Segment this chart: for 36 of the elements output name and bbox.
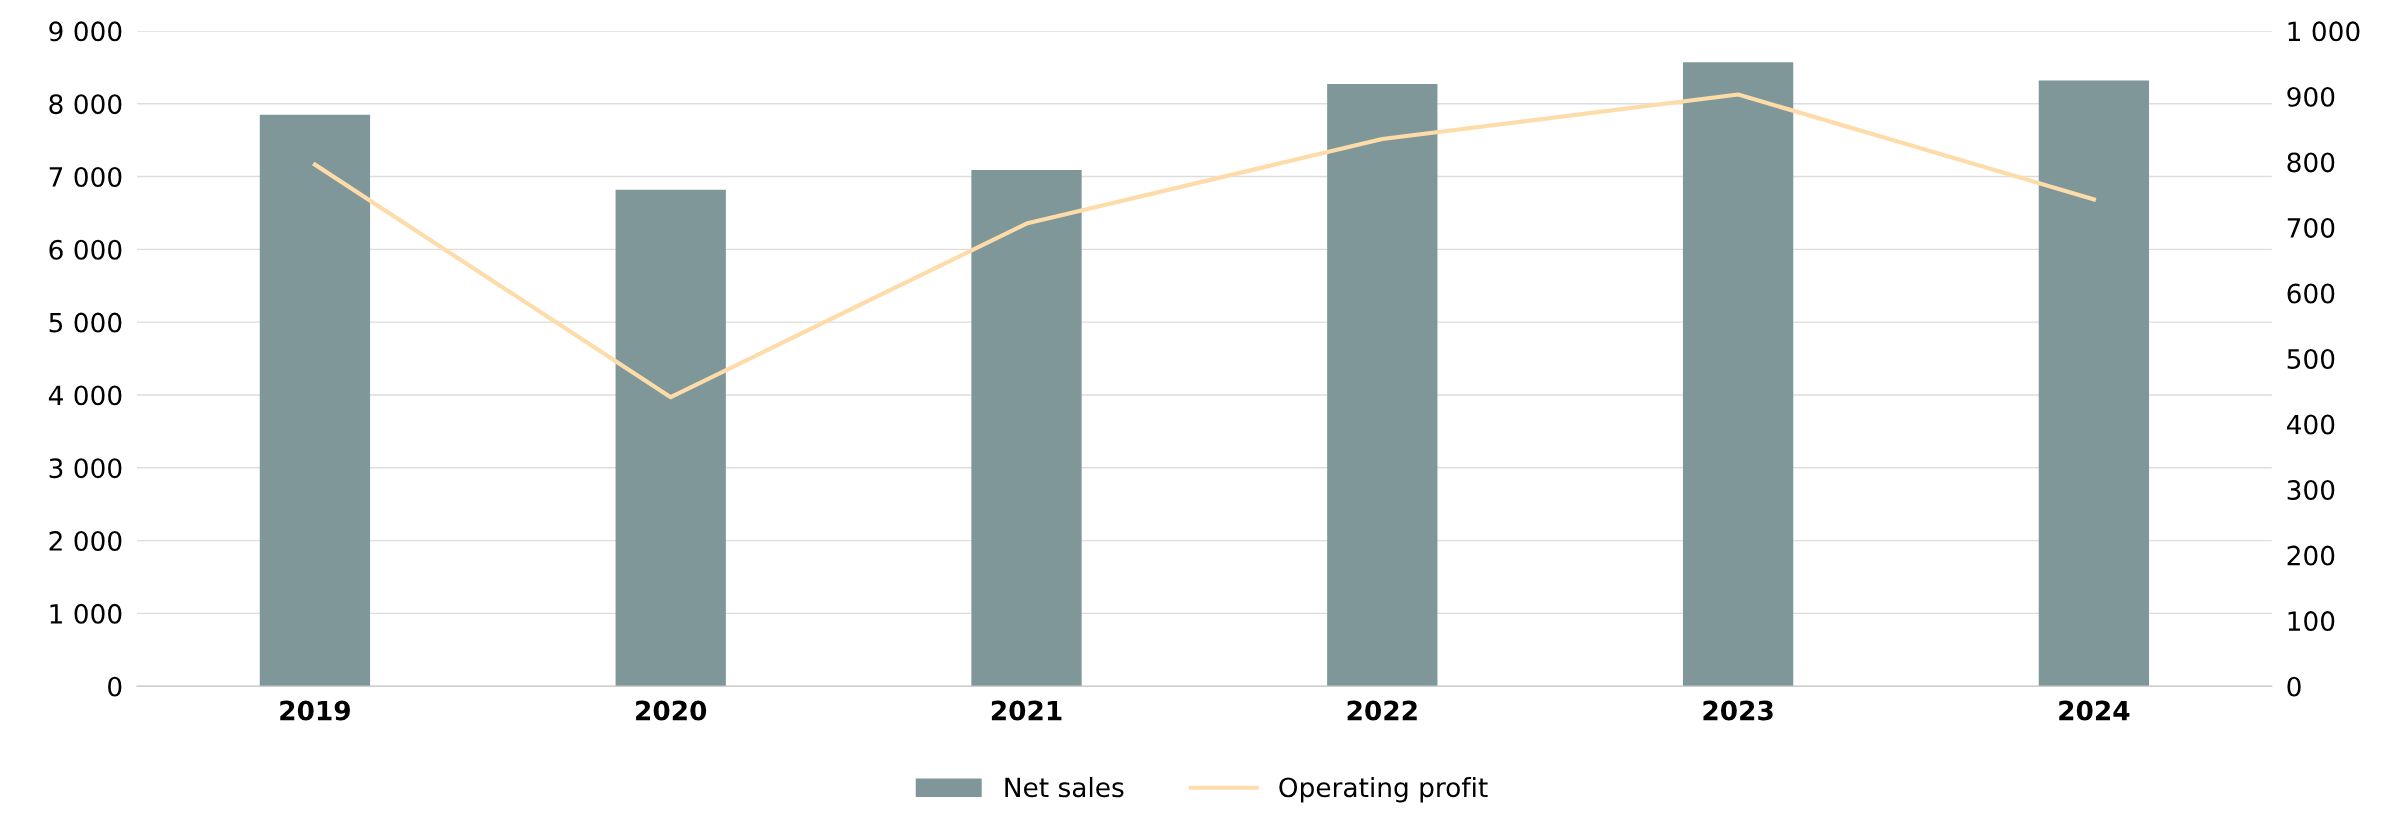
legend-label: Net sales [1005, 776, 1124, 798]
y-tick-label: 6 000 [49, 239, 122, 260]
y2-tick-label: 200 [2287, 545, 2335, 566]
y2-tick-label: 0 [2287, 676, 2301, 697]
bar [615, 189, 726, 687]
y2-tick-label: 300 [2287, 480, 2335, 501]
bar [2038, 80, 2150, 687]
y-tick-label: 1 000 [50, 603, 122, 624]
y2-tick-label: 400 [2286, 414, 2335, 435]
y-tick-label: 5 000 [49, 312, 122, 333]
bar [1682, 62, 1794, 687]
bar [1327, 84, 1438, 687]
x-tick-label: 2021 [991, 700, 1062, 721]
y-tick-label: 3 000 [49, 458, 122, 479]
legend-label: Operating profit [1279, 776, 1488, 803]
bar [971, 169, 1082, 687]
y2-tick-label: 500 [2287, 349, 2335, 369]
y-tick-label: 0 [108, 676, 122, 697]
y2-tick-label: 1 000 [2288, 21, 2360, 42]
y2-tick-label: 100 [2288, 611, 2335, 632]
x-tick-label: 2020 [636, 700, 707, 721]
y-tick-label: 9 000 [49, 21, 122, 42]
y-tick-label: 7 000 [49, 166, 122, 187]
x-tick-label: 2022 [1347, 700, 1417, 721]
y2-tick-label: 800 [2287, 152, 2335, 173]
y2-tick-label: 600 [2287, 283, 2335, 304]
y-tick-label: 2 000 [49, 531, 122, 551]
x-tick-label: 2024 [2059, 700, 2130, 721]
bar [259, 114, 371, 687]
y2-tick-label: 900 [2287, 86, 2335, 107]
y-tick-label: 8 000 [49, 94, 122, 115]
x-tick-label: 2019 [280, 700, 350, 721]
x-tick-label: 2023 [1703, 700, 1773, 721]
y2-tick-label: 700 [2287, 217, 2335, 238]
line-series [312, 92, 2096, 400]
y-tick-label: 4 000 [48, 385, 122, 406]
